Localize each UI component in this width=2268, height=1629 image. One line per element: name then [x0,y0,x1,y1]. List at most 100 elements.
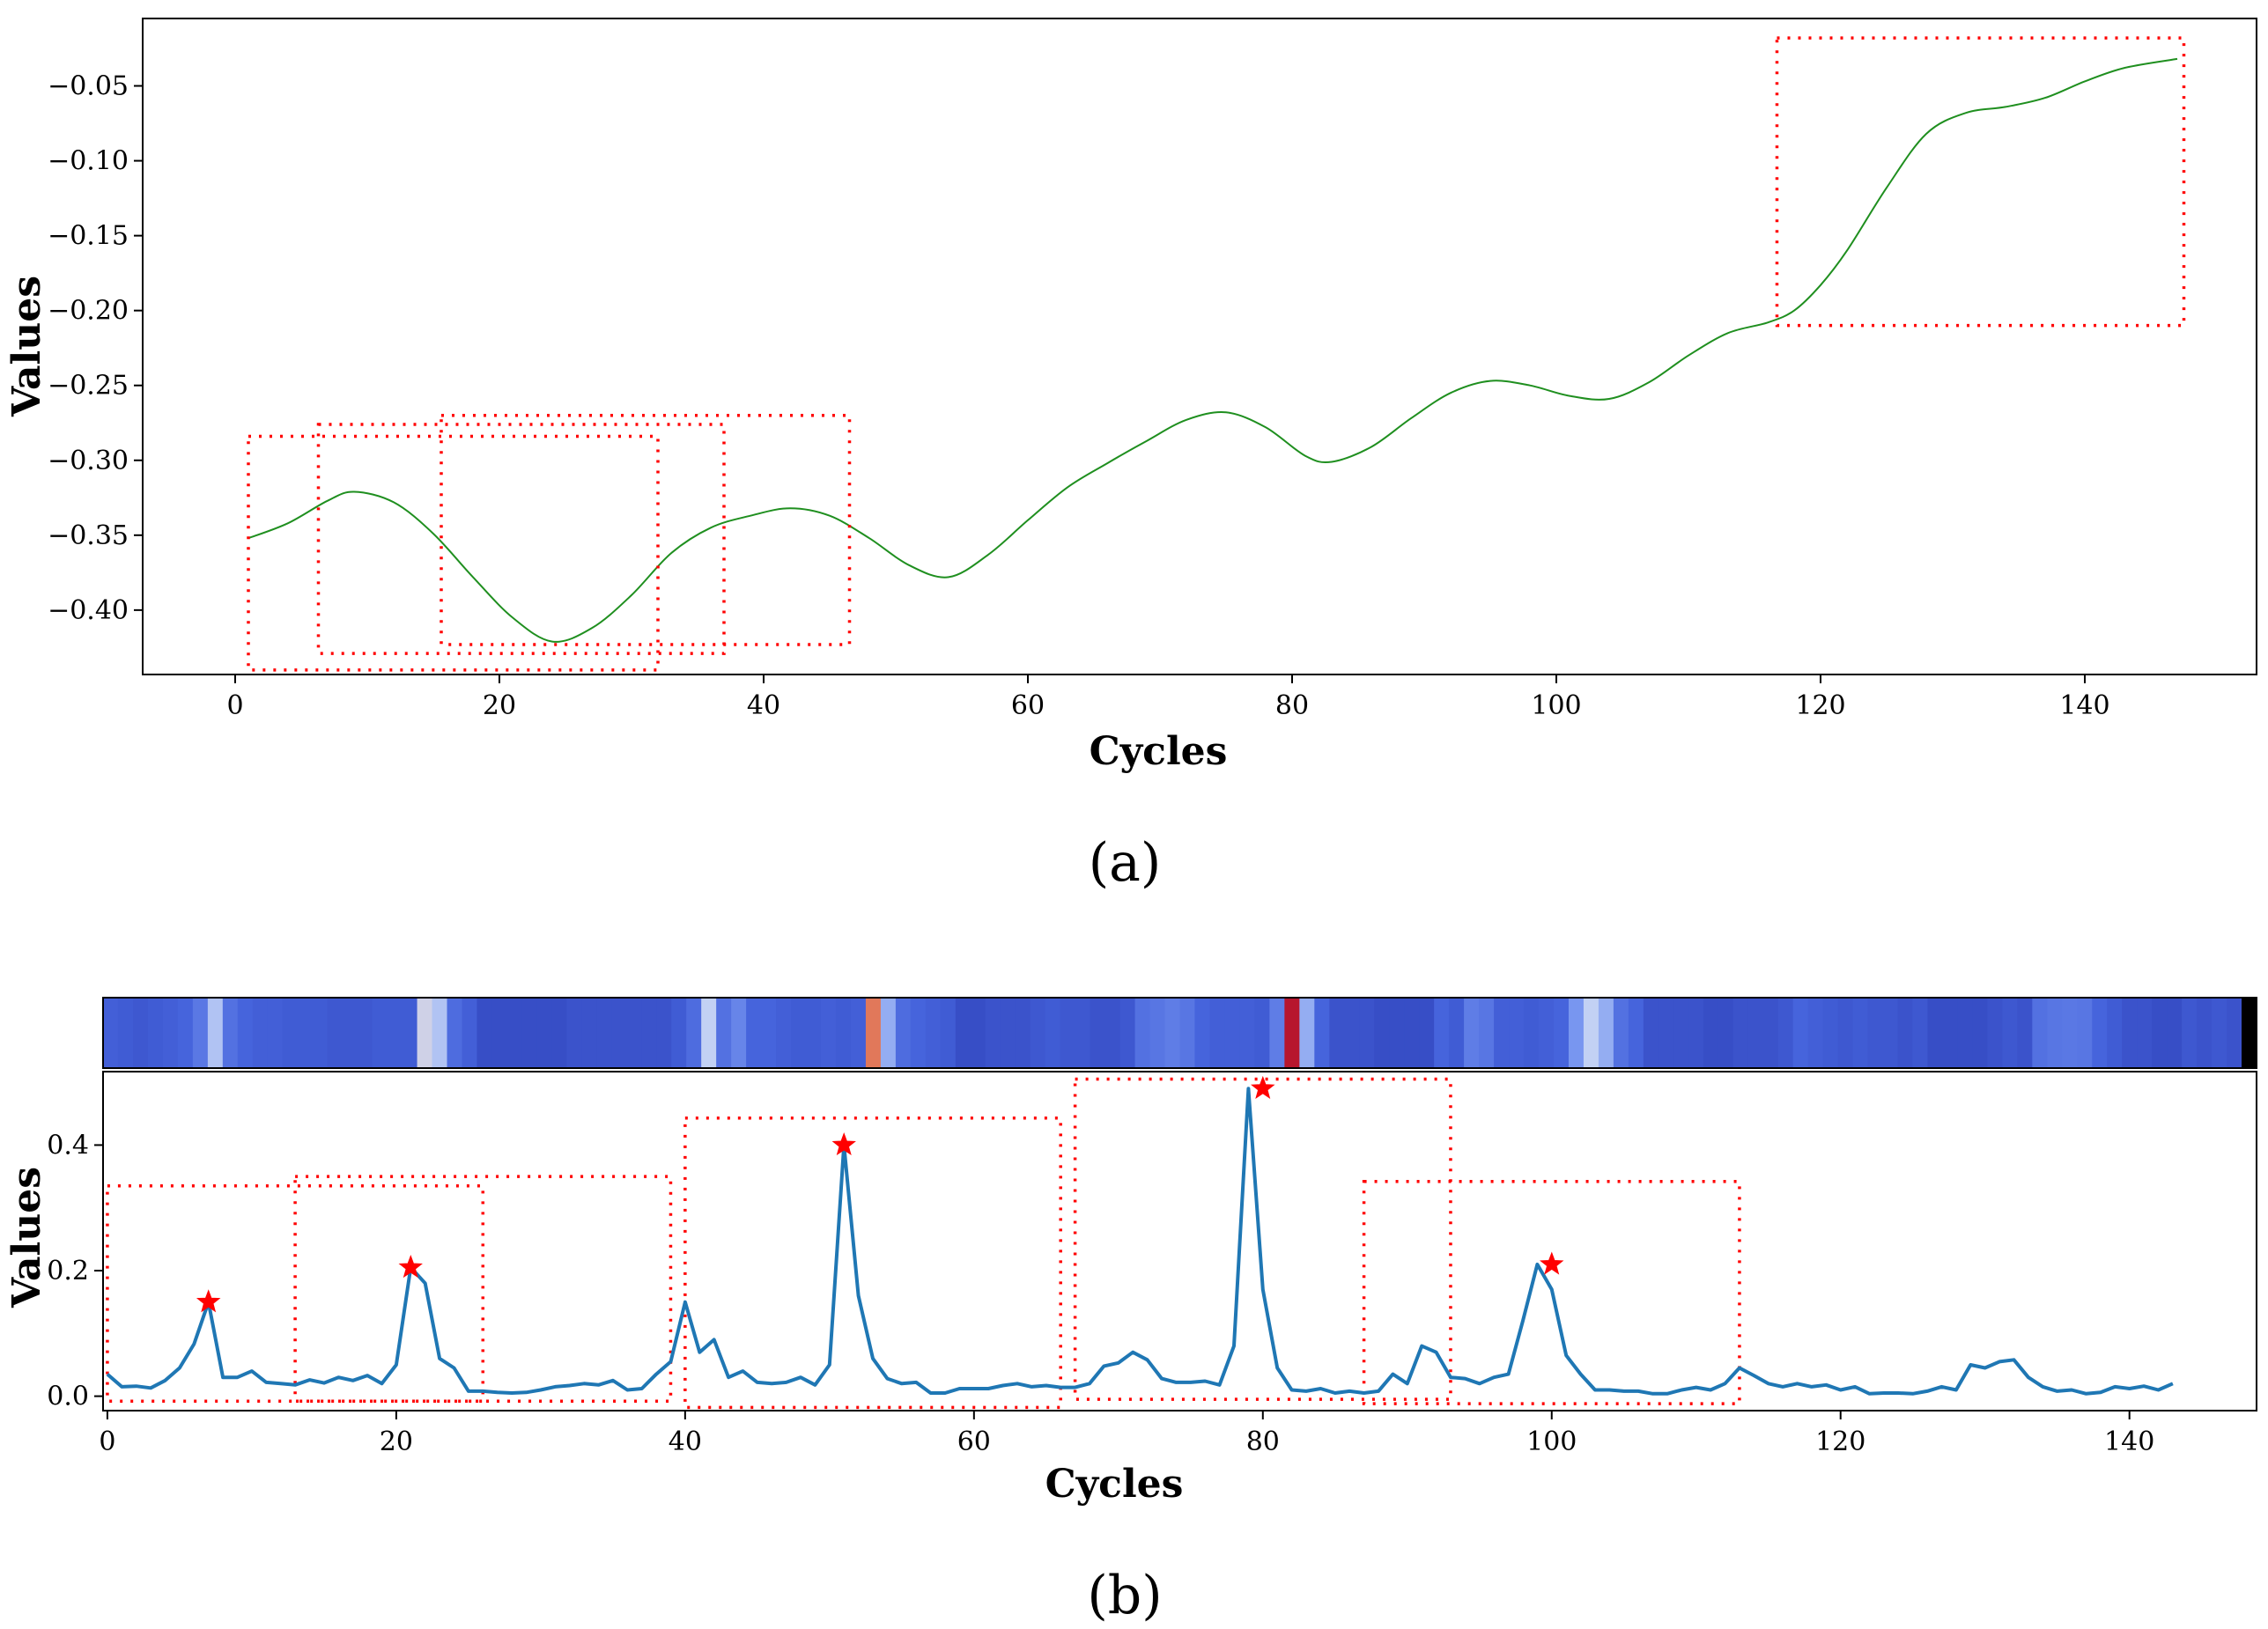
attention-strip-cell-94 [1509,998,1525,1068]
attention-strip-cell-10 [252,998,269,1068]
chart-b-frame [102,1071,2257,1412]
attention-strip-cell-62 [1030,998,1046,1068]
attention-strip-cell-79 [1284,998,1300,1068]
attention-strip-cell-136 [2137,998,2153,1068]
attention-strip-cell-129 [2032,998,2048,1068]
chart-b-box-4 [1362,1180,1741,1405]
attention-strip-cell-30 [551,998,567,1068]
attention-strip-cell-46 [791,998,807,1068]
attention-strip-cell-70 [1149,998,1166,1068]
attention-strip-cell-64 [1060,998,1076,1068]
chart-a-ytick-label-6: −0.10 [48,146,129,177]
chart-b-xtick-label-1: 20 [380,1426,413,1457]
attention-strip-cell-78 [1269,998,1285,1068]
attention-strip-cell-43 [746,998,762,1068]
attention-strip-cell-106 [1688,998,1704,1068]
attention-strip-cell-99 [1583,998,1599,1068]
chart-a-box-1 [316,423,726,655]
chart-a-ytick-label-3: −0.25 [48,371,129,402]
attention-strip-cell-121 [1912,998,1929,1068]
attention-strip-cell-57 [955,998,971,1068]
attention-strip-cell-95 [1524,998,1540,1068]
chart-a-box-2 [440,413,852,646]
chart-b-series-line [106,1087,2174,1396]
attention-strip-cell-83 [1344,998,1360,1068]
chart-b-content [106,1075,2174,1410]
chart-b-xtick-label-0: 0 [99,1426,115,1457]
attention-strip-cell-5 [177,998,194,1068]
attention-strip-cell-134 [2107,998,2123,1068]
attention-strip-cell-22 [432,998,448,1068]
attention-strip-cell-104 [1658,998,1674,1068]
chart-b-peak-star-4 [1540,1251,1564,1275]
chart-b-xtick-label-7: 140 [2104,1426,2154,1457]
attention-strip-cell-66 [1090,998,1106,1068]
attention-strip-cell-27 [506,998,523,1068]
chart-a-xtick-label-6: 120 [1795,690,1845,721]
attention-strip-cell-45 [776,998,792,1068]
attention-strip-cell-4 [162,998,179,1068]
attention-strip-cell-74 [1209,998,1226,1068]
chart-a-ticks: 0 20 40 60 80 100 120 140 −0.40 −0.35 −0.30 −0.25 −0… [48,71,2110,721]
chart-a-series-line [247,57,2178,643]
chart-a-xtick-label-2: 40 [747,690,780,721]
attention-strip-cell-53 [895,998,912,1068]
attention-strip-cell-140 [2197,998,2213,1068]
chart-b-xlabel: Cycles [1045,1462,1184,1507]
attention-strip-cell-18 [372,998,388,1068]
attention-strip-cell-97 [1553,998,1570,1068]
attention-strip-cell-118 [1867,998,1884,1068]
attention-strip-cell-59 [985,998,1001,1068]
chart-b-xtick-label-4: 80 [1246,1426,1280,1457]
attention-strip-cell-41 [716,998,732,1068]
chart-a-ytick-label-2: −0.30 [48,446,129,476]
attention-strip-cell-128 [2017,998,2033,1068]
attention-strip-cell-24 [462,998,478,1068]
attention-strip-cell-114 [1807,998,1824,1068]
chart-a-xtick-label-7: 140 [2059,690,2109,721]
attention-strip-cell-73 [1194,998,1211,1068]
attention-strip-cell-117 [1852,998,1869,1068]
attention-strip-cell-71 [1164,998,1181,1068]
attention-strip-cell-50 [850,998,867,1068]
attention-strip-cell-92 [1479,998,1495,1068]
attention-strip-cell-3 [147,998,164,1068]
attention-strip-cell-138 [2167,998,2183,1068]
attention-strip-cell-34 [611,998,627,1068]
attention-strip-cell-122 [1927,998,1944,1068]
attention-strip-cell-81 [1314,998,1330,1068]
attention-strip-cell-93 [1494,998,1510,1068]
attention-strip-cell-6 [192,998,209,1068]
attention-strip-cell-111 [1762,998,1779,1068]
attention-strip-cell-113 [1792,998,1809,1068]
attention-strip-cell-37 [656,998,672,1068]
attention-strip-frame [102,997,2257,1069]
attention-strip-cell-42 [731,998,747,1068]
attention-strip-cell-29 [536,998,552,1068]
attention-strip-cell-17 [357,998,373,1068]
attention-strip-cell-32 [581,998,597,1068]
attention-strip-cell-1 [117,998,134,1068]
chart-a-ylabel: Values [4,276,49,417]
chart-a-ytick-label-1: −0.35 [48,520,129,551]
chart-b-ytick-label-0: 0.0 [47,1382,89,1412]
chart-b-xtick-label-3: 60 [957,1426,991,1457]
chart-b-xtick-label-2: 40 [669,1426,702,1457]
attention-strip-cell-88 [1419,998,1435,1068]
attention-strip-cell-96 [1539,998,1555,1068]
chart-a-xtick-label-1: 20 [483,690,516,721]
attention-strip-cell-86 [1389,998,1405,1068]
attention-strip-cell-28 [521,998,537,1068]
chart-a: 0 20 40 60 80 100 120 140 −0.40 −0.35 −0.30 −0.25 −0… [4,18,2257,894]
attention-strip-cell-87 [1404,998,1420,1068]
chart-a-ytick-label-5: −0.15 [48,221,129,252]
chart-a-box-3 [1775,36,2186,328]
attention-strip-cell-31 [566,998,582,1068]
attention-strip-cell-133 [2092,998,2108,1068]
attention-strip-cell-36 [641,998,657,1068]
chart-b-xtick-label-5: 100 [1526,1426,1577,1457]
chart-a-xlabel: Cycles [1090,729,1228,774]
chart-b-xtick-label-6: 120 [1815,1426,1865,1457]
attention-strip-cell-127 [2002,998,2018,1068]
attention-strip-cell-90 [1449,998,1465,1068]
